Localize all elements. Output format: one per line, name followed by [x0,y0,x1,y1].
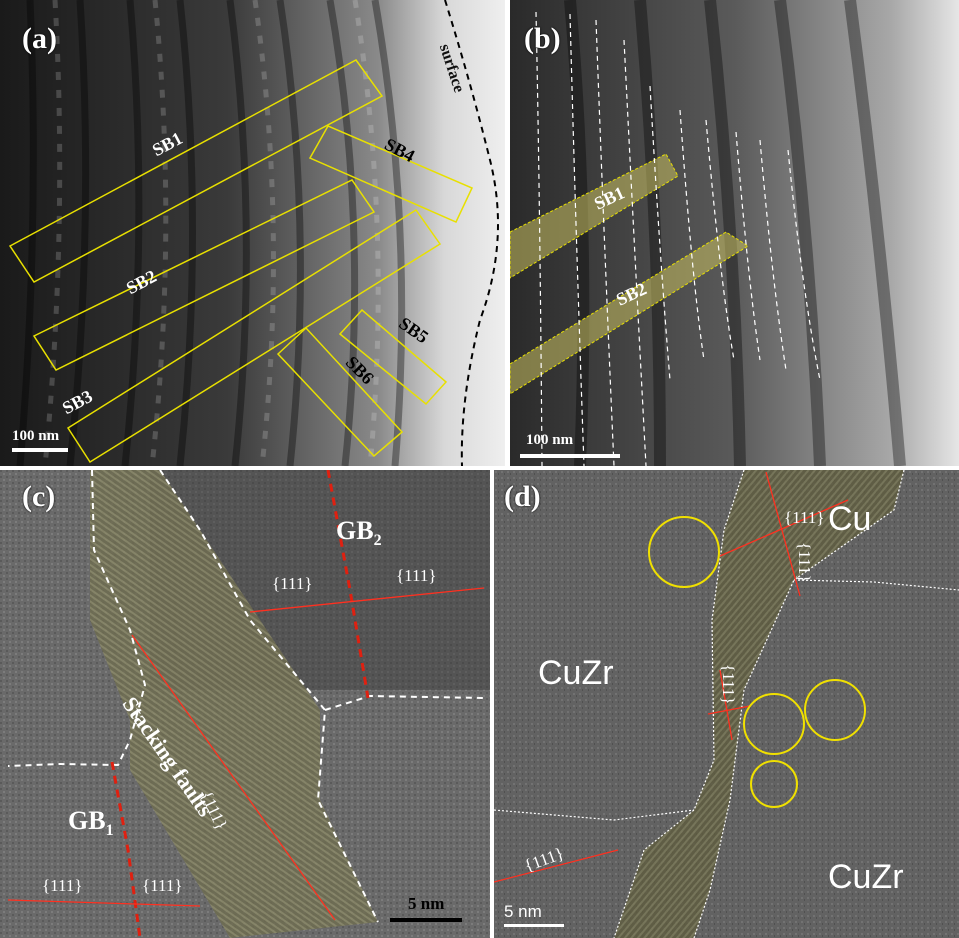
panel-c-label: (c) [22,480,56,513]
panel-c-image [0,470,490,938]
panel-a-scale-bar [12,448,68,452]
gb2-label: GB2 [336,516,382,550]
plane-label-d1: {111} [784,508,825,527]
panel-b-label: (b) [524,22,561,55]
gb-lines [110,470,370,938]
cuzr-phase-label-lower: CuZr [828,858,904,896]
plane-label-d2: {111} [795,542,814,583]
cu-phase-label: Cu [828,500,872,538]
plane-label-d3: {111} [719,664,738,705]
shear-band-boxes [8,59,474,464]
phase-boundaries [494,470,959,938]
panel-a-image [0,0,505,466]
plane-lines [7,587,485,921]
plane-label-c5: {111} [142,876,183,895]
stacking-fault-region [90,470,378,938]
panel-a-label: (a) [22,22,57,55]
panel-c-scale-label: 5 nm [408,894,445,913]
panel-d-image [494,470,959,938]
panel-a-scale-label: 100 nm [12,428,60,444]
plane-label-c4: {111} [42,876,83,895]
panel-b-scale-label: 100 nm [526,432,574,448]
grain-boundaries [7,470,485,923]
panel-d-scale-label: 5 nm [504,902,542,921]
panel-d: (d) Cu CuZr CuZr {111} {111} {111} {111}… [494,470,959,938]
cuzr-phase-label-upper: CuZr [538,654,614,692]
plane-label-c1: {111} [272,574,313,593]
panel-a: (a) surface SB1 SB2 SB3 SB4 SB5 SB6 100 … [0,0,505,466]
amorphous-circles [648,516,866,808]
panel-b: (b) SB1 SB2 100 nm [510,0,959,466]
slip-trace-lines [535,11,821,466]
plane-label-c2: {111} [396,566,437,585]
panel-c: (c) GB2 GB1 Stacking faults {111} {111} … [0,470,490,938]
panel-b-scale-bar [520,454,620,458]
gb1-label: GB1 [68,806,114,840]
band-highlights [510,153,749,395]
panel-b-image [510,0,959,466]
d-plane-lines [494,471,849,883]
cu-region [614,470,904,938]
surface-line [444,0,499,466]
panel-d-label: (d) [504,480,541,513]
